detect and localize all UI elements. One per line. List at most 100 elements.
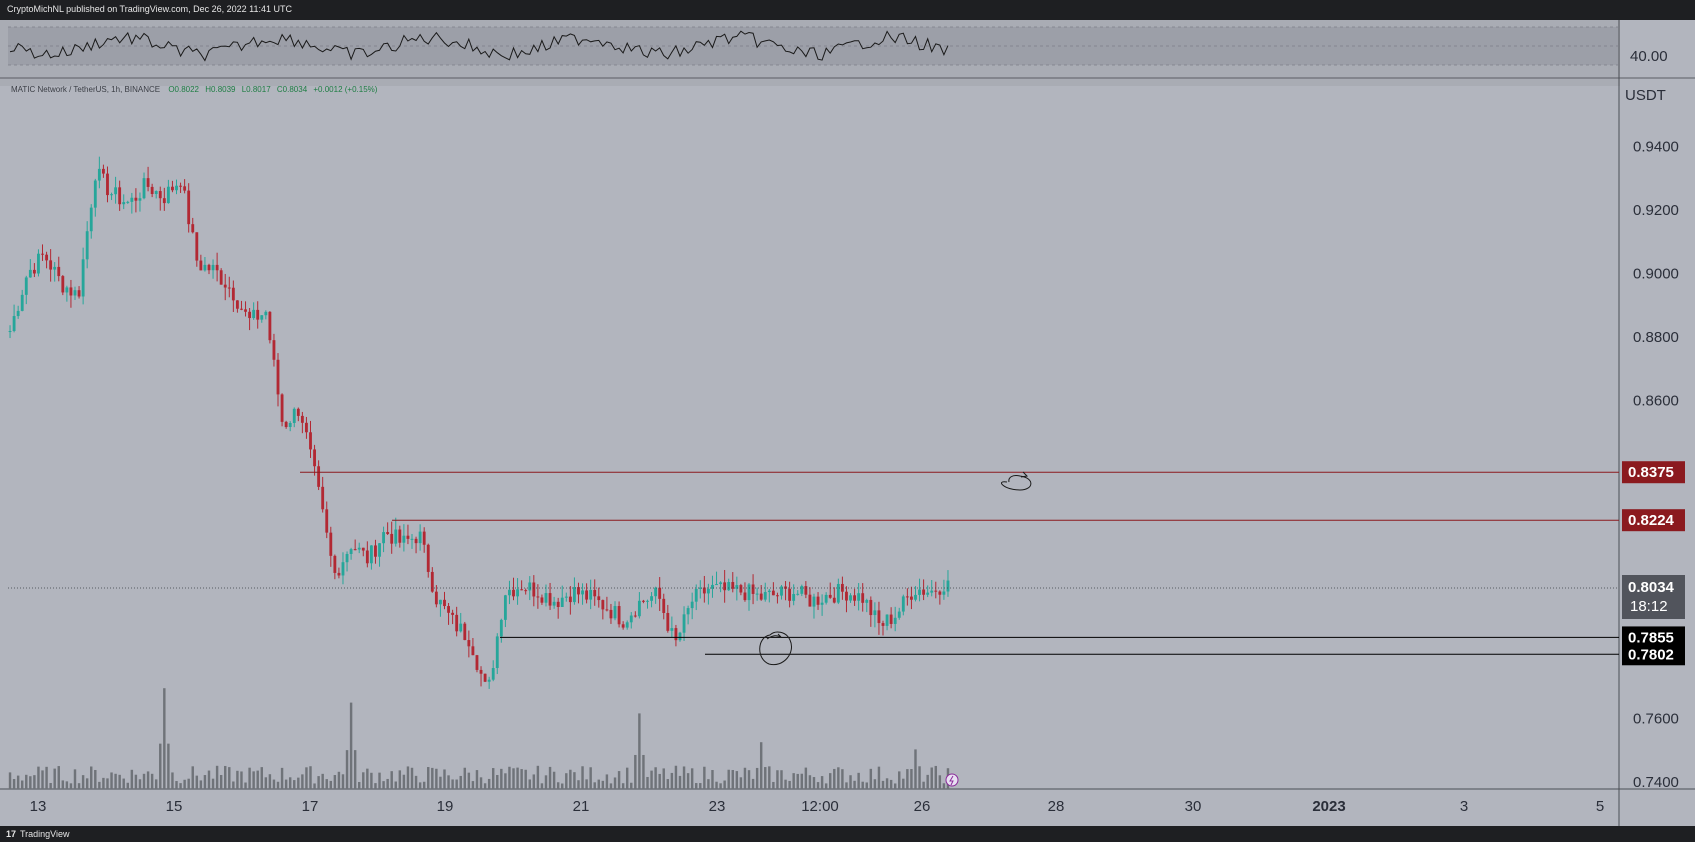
candle-body: [110, 194, 113, 196]
volume-bar: [305, 767, 308, 789]
candle-body: [918, 589, 921, 595]
volume-bar: [459, 775, 462, 789]
candle-body: [361, 547, 365, 551]
candle-body: [759, 593, 763, 600]
candle-body: [715, 584, 718, 586]
hand-drawn-annotation-up: [1001, 471, 1032, 491]
volume-bar: [69, 783, 73, 789]
candle-body: [447, 606, 450, 613]
candle-body: [577, 587, 580, 595]
volume-bar: [548, 766, 552, 789]
volume-bar: [617, 771, 621, 789]
x-tick-label: 23: [709, 798, 726, 815]
volume-bar: [284, 779, 288, 789]
volume-bar: [463, 767, 467, 789]
candle-body: [309, 432, 312, 450]
candle-body: [203, 264, 207, 271]
volume-bar: [849, 775, 852, 789]
candle-body: [69, 287, 73, 296]
volume-bar: [321, 773, 324, 789]
candle-body: [820, 602, 824, 605]
volume-bar: [699, 783, 702, 789]
volume-bar: [500, 768, 503, 789]
candle-body: [106, 173, 109, 196]
candle-body: [763, 592, 767, 600]
chart-panel[interactable]: 40.00 MATIC Network / TetherUS, 1h, BINA…: [0, 20, 1695, 826]
x-tick-label: 2023: [1312, 798, 1345, 815]
candle-body: [89, 207, 93, 232]
candle-body: [426, 544, 430, 572]
volume-bar: [110, 772, 113, 789]
volume-bar: [829, 773, 832, 789]
candle-body: [199, 260, 203, 271]
volume-bar: [358, 781, 361, 789]
volume-bar: [138, 779, 142, 789]
candle-body: [564, 596, 568, 598]
candle-body: [666, 612, 670, 631]
volume-bar: [788, 780, 791, 789]
volume-bar: [577, 780, 580, 789]
volume-bar: [800, 773, 804, 789]
candle-body: [434, 591, 438, 605]
candle-body: [12, 316, 16, 332]
candle-body: [694, 588, 698, 602]
candle-body: [24, 277, 28, 295]
candle-body: [244, 309, 247, 312]
candle-body: [183, 186, 187, 191]
volume-bar: [776, 770, 779, 789]
candle-body: [357, 547, 361, 550]
volume-bar: [747, 770, 751, 789]
x-tick-label: 30: [1185, 798, 1202, 815]
candle-body: [8, 331, 12, 333]
candle-body: [422, 531, 426, 545]
level-price-label: [1622, 461, 1685, 484]
candle-body: [780, 586, 783, 596]
volume-bar: [569, 769, 572, 789]
candle-body: [325, 509, 329, 533]
candle-body: [771, 590, 775, 596]
candle-body: [812, 596, 816, 607]
candle-body: [313, 449, 316, 467]
volume-bar: [735, 771, 739, 789]
lightning-icon-glyph: [949, 775, 954, 786]
volume-bar: [483, 783, 487, 789]
volume-bar: [362, 772, 365, 789]
volume-bar: [398, 770, 402, 789]
x-tick-label: 15: [166, 798, 183, 815]
candle-body: [727, 582, 731, 591]
ohlc-legend: MATIC Network / TetherUS, 1h, BINANCE O0…: [11, 85, 378, 94]
candle-body: [711, 584, 714, 589]
candle-body: [914, 594, 917, 600]
volume-bar: [382, 781, 385, 789]
lightning-event-icon[interactable]: [945, 773, 959, 787]
candle-body: [516, 589, 519, 597]
volume-bar: [341, 774, 345, 789]
volume-bar: [150, 773, 154, 789]
candle-body: [296, 408, 300, 416]
candle-body: [175, 185, 178, 191]
candle-body: [581, 590, 584, 595]
volume-bar: [224, 765, 227, 789]
volume-bar: [167, 743, 170, 789]
volume-bar: [353, 750, 357, 789]
volume-bar: [479, 777, 483, 789]
volume-bar: [654, 767, 657, 789]
candle-body: [637, 600, 641, 617]
candle-body: [114, 187, 118, 195]
volume-bar: [317, 776, 320, 789]
candle-body: [187, 190, 191, 225]
candle-body: [934, 590, 938, 592]
candle-body: [832, 597, 836, 603]
volume-bar: [98, 781, 101, 789]
countdown-timer: 18:12: [1630, 598, 1668, 615]
last-price-value: 0.8034: [1628, 579, 1675, 596]
volume-bar: [711, 770, 714, 789]
price-chart[interactable]: 40.00 MATIC Network / TetherUS, 1h, BINA…: [0, 20, 1695, 826]
candle-body: [767, 590, 771, 593]
volume-bar: [695, 783, 698, 789]
candle-body: [16, 310, 20, 317]
candle-body: [223, 284, 227, 288]
volume-bar: [727, 769, 730, 789]
volume-bar: [378, 772, 381, 789]
